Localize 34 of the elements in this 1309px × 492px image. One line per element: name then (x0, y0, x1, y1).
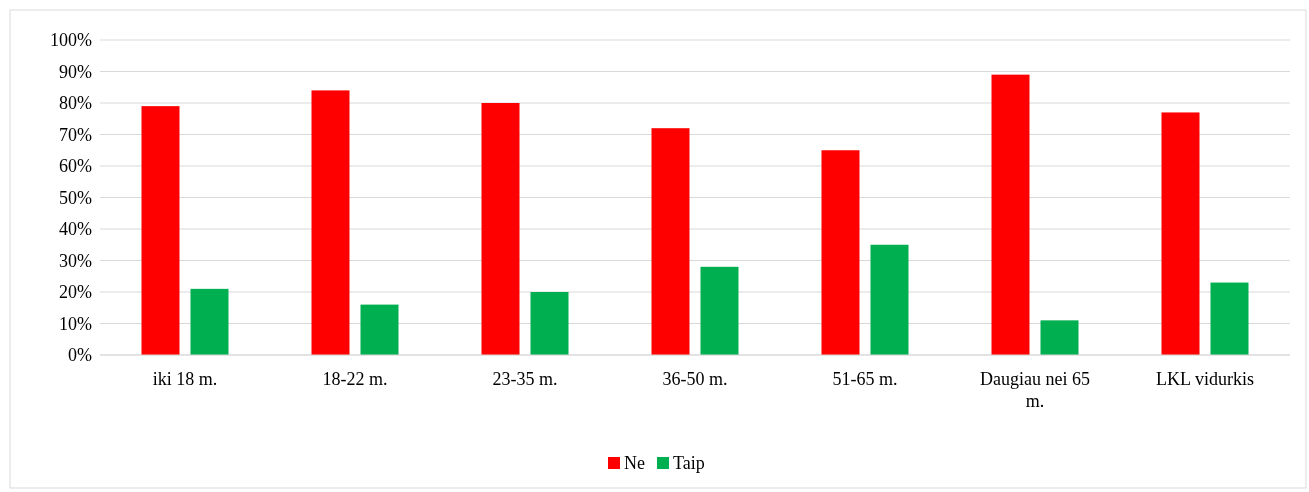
y-tick-label: 50% (59, 187, 92, 208)
y-tick-label: 60% (59, 156, 92, 177)
bar (360, 304, 399, 355)
y-tick-label: 90% (59, 61, 92, 82)
bar (991, 74, 1030, 355)
y-tick-label: 80% (59, 93, 92, 114)
bar (311, 90, 350, 355)
bar (700, 266, 739, 355)
y-tick-label: 0% (68, 345, 92, 366)
x-tick-label: 51-65 m. (832, 369, 898, 389)
x-tick-label: iki 18 m. (152, 369, 218, 389)
bar (481, 103, 520, 355)
x-tick-label: Daugiau nei 65 m. (980, 369, 1090, 411)
y-tick-label: 10% (59, 313, 92, 334)
x-tick-label: 36-50 m. (662, 369, 728, 389)
legend-label: Taip (673, 453, 705, 473)
bar (1210, 282, 1249, 355)
legend-label: Ne (624, 453, 645, 473)
x-tick-label: 23-35 m. (492, 369, 558, 389)
bar (1161, 112, 1200, 355)
bar (530, 292, 569, 355)
y-tick-label: 30% (59, 250, 92, 271)
y-tick-label: 40% (59, 219, 92, 240)
bar (1040, 320, 1079, 355)
bar (821, 150, 860, 355)
y-tick-label: 20% (59, 282, 92, 303)
bar (190, 288, 229, 355)
bar (141, 106, 180, 355)
bar (870, 244, 909, 355)
y-tick-label: 100% (50, 30, 92, 51)
y-tick-label: 70% (59, 124, 92, 145)
x-tick-label: LKL vidurkis (1156, 369, 1254, 389)
x-tick-label: 18-22 m. (322, 369, 388, 389)
bar (651, 128, 690, 355)
